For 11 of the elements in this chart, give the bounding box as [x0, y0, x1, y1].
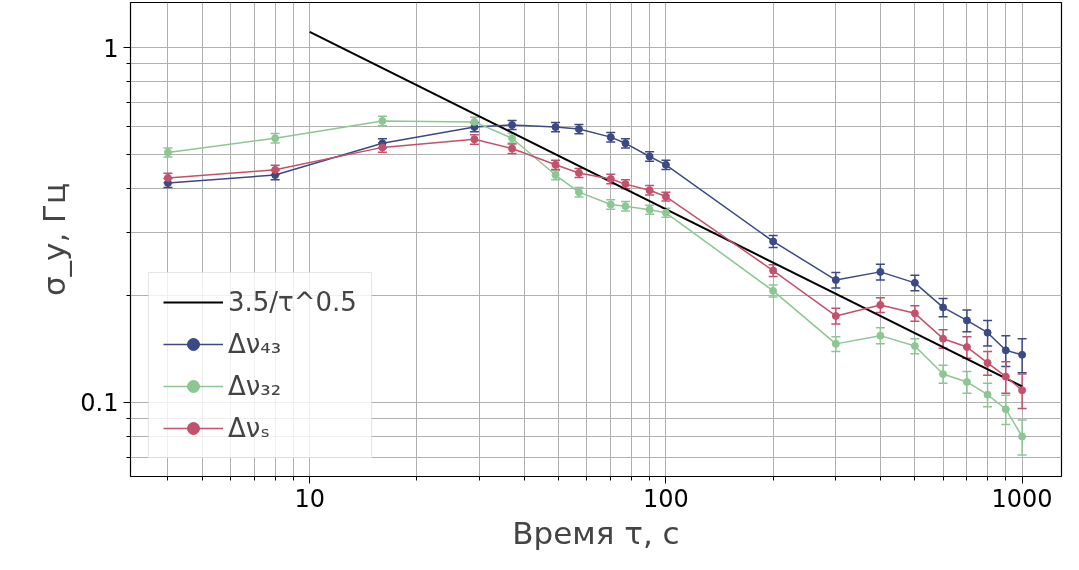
x-tick-label: 100: [643, 484, 689, 513]
x-tick-label: 10: [294, 484, 325, 513]
y-tick-label: 1: [103, 34, 119, 63]
legend-label: Δν₄₃: [228, 329, 282, 359]
x-axis-title: Время τ, с: [512, 514, 680, 551]
legend-label: 3.5/τ^0.5: [228, 287, 357, 317]
y-axis-title: σ_y, Гц: [36, 182, 73, 297]
legend-label: Δνₛ: [228, 413, 271, 443]
x-tick-label: 1000: [991, 484, 1053, 513]
legend-label: Δν₃₂: [228, 371, 282, 401]
y-tick-label: 0.1: [80, 389, 119, 418]
